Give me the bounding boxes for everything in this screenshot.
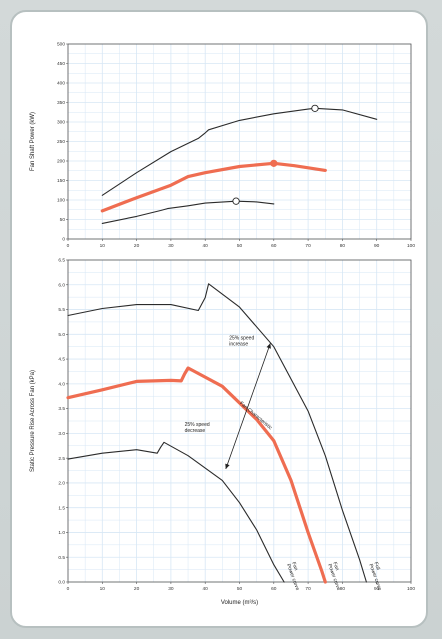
y-tick-label: 6.5 (58, 258, 65, 264)
x-tick-label: 50 (237, 586, 243, 592)
x-tick-label: 80 (340, 243, 346, 249)
x-tick-label: 20 (134, 243, 140, 249)
arrow-head (266, 343, 271, 349)
x-tick-label: 10 (100, 243, 106, 249)
arrow-head (225, 463, 230, 470)
series-line-1 (67, 283, 367, 583)
y-tick-label: 4.0 (58, 381, 65, 387)
y-tick-label: 500 (57, 42, 65, 48)
series-marker-1 (311, 104, 319, 113)
x-tick-label: 20 (134, 586, 140, 592)
y-tick-label: 5.5 (58, 307, 65, 313)
y-tick-label: 4.5 (58, 357, 65, 363)
chart-card: 0 10 20 30 40 50 60 70 80 90 100 0 50 100 150 200 250 300… (10, 10, 428, 628)
series-line-1 (101, 107, 378, 196)
x-tick-label: 60 (271, 243, 277, 249)
y-tick-label: 3.0 (58, 431, 65, 437)
y-tick-label: 0.5 (58, 555, 65, 561)
y-tick-label: 1.5 (58, 505, 65, 511)
x-tick-label: 70 (305, 586, 311, 592)
x-axis-label: Volume (m³/s) (221, 600, 258, 606)
chart-svg: 0 10 20 30 40 50 60 70 80 90 100050100150200250300… (30, 42, 415, 606)
y-tick-label: 350 (57, 100, 65, 106)
curve-label-3: FanPower curve (285, 561, 305, 591)
y-tick-label: 5.0 (58, 332, 65, 338)
y-axis-label: Fan Shaft Power (kW) (30, 112, 36, 171)
y-tick-label: 200 (57, 159, 65, 165)
y-tick-label: 150 (57, 178, 65, 184)
y-tick-label: 3.5 (58, 406, 65, 412)
x-tick-label: 50 (237, 243, 243, 249)
y-tick-label: 6.0 (58, 282, 65, 288)
series-marker-3 (232, 197, 240, 205)
y-tick-label: 250 (57, 139, 65, 145)
y-tick-label: 2.0 (58, 481, 65, 487)
x-tick-label: 100 (407, 243, 415, 249)
x-tick-label: 70 (305, 243, 311, 249)
y-tick-label: 0 (62, 237, 65, 243)
x-tick-label: 80 (340, 586, 346, 592)
series-line-3 (67, 441, 285, 583)
x-tick-label: 0 (67, 586, 70, 592)
curve-label-1: FullPower curve (367, 561, 387, 591)
annot-fan-characteristic: Fan Characteristic (238, 401, 273, 432)
y-tick-label: 0.0 (58, 580, 65, 586)
y-tick-label: 300 (57, 120, 65, 126)
series-line-2 (66, 366, 327, 584)
y-tick-label: 400 (57, 81, 65, 87)
x-tick-label: 90 (374, 586, 380, 592)
x-tick-label: 30 (168, 586, 174, 592)
y-tick-label: 50 (60, 217, 66, 223)
x-tick-label: 100 (407, 586, 415, 592)
x-tick-label: 10 (100, 586, 106, 592)
y-tick-label: 1.0 (58, 530, 65, 536)
speed-arrow (225, 343, 271, 470)
annot-speed-increase: 25% speed increase (229, 335, 254, 347)
x-tick-label: 0 (67, 243, 70, 249)
x-tick-label: 60 (271, 586, 277, 592)
x-tick-label: 90 (374, 243, 380, 249)
series-line-2 (100, 161, 327, 213)
y-tick-label: 450 (57, 61, 65, 67)
y-tick-label: 2.5 (58, 456, 65, 462)
x-tick-label: 40 (203, 243, 209, 249)
x-tick-label: 30 (168, 243, 174, 249)
annot-speed-decrease: 25% speed decrease (185, 422, 210, 434)
chart-power: 0 10 20 30 40 50 60 70 80 90 100 0 50 100 150 200 250 300… (30, 42, 415, 249)
y-axis-label: Static Pressure Rise Across Fan (kPa) (30, 370, 36, 472)
y-tick-label: 100 (57, 198, 65, 204)
x-tick-label: 40 (203, 586, 209, 592)
series-marker-2 (270, 159, 278, 167)
chart-pressure: 0 10 20 30 40 50 60 70 80 90 100 0.0 0.5 1.0 1.5 2.0 2.5… (30, 258, 415, 606)
series-line-3 (101, 200, 275, 224)
